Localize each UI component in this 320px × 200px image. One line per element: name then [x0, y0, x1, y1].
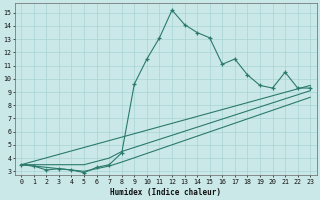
X-axis label: Humidex (Indice chaleur): Humidex (Indice chaleur) [110, 188, 221, 197]
